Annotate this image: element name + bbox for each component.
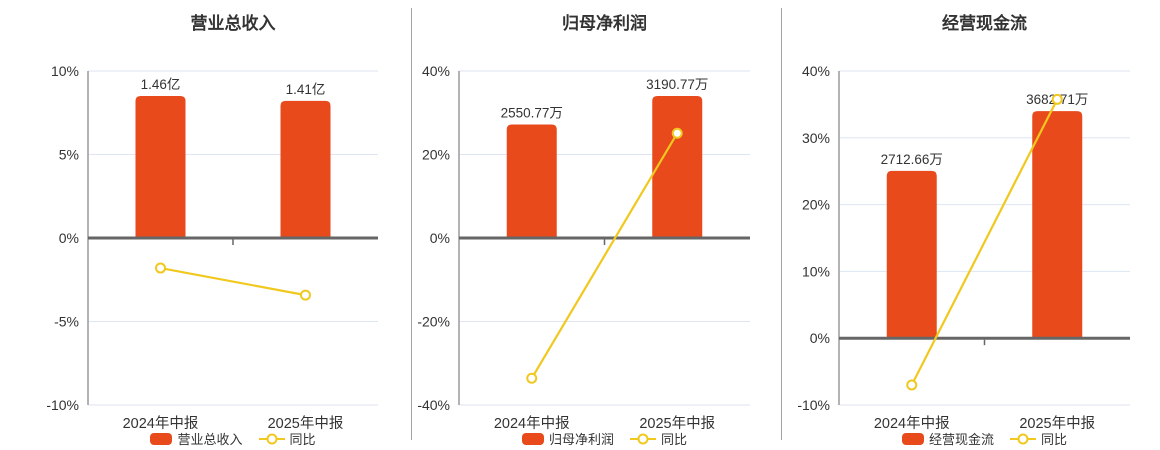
bar: [1032, 111, 1083, 339]
category-label: 2025年中报: [1019, 415, 1095, 432]
bar: [506, 124, 557, 238]
yoy-marker: [1051, 93, 1063, 105]
chart-panel-revenue: 营业总收入 10% 5% 0% -5% -10% 1.46亿 1.41亿 2024年中报 202…: [0, 0, 411, 450]
bar: [886, 170, 937, 339]
bar-value-label: 3190.77万: [646, 77, 708, 92]
y-tick-label: -5%: [54, 314, 79, 330]
y-tick-label: 40%: [422, 63, 450, 79]
chart-panel-net-profit: 归母净利润 40% 20% 0% -20% -40% 2550.77万 3190.77万 20…: [411, 0, 781, 450]
bar-value-label: 1.46亿: [141, 77, 181, 92]
legend-revenue: 营业总收入 同比: [88, 429, 378, 448]
line-legend-marker-icon: [1010, 433, 1036, 445]
y-tick-label: 5%: [59, 147, 79, 163]
chart-title-net-profit: 归母净利润: [562, 14, 647, 33]
yoy-line: [910, 98, 1059, 386]
bar-legend-swatch: [521, 432, 544, 445]
y-tick-label: 40%: [802, 63, 830, 79]
yoy-line: [530, 132, 679, 379]
line-legend-marker-icon: [258, 433, 285, 445]
y-tick-label: 0%: [430, 230, 450, 246]
y-tick-label: -40%: [417, 397, 450, 413]
bar-value-label: 1.41亿: [286, 82, 326, 97]
line-legend-label: 同比: [1041, 432, 1068, 447]
bar: [652, 96, 703, 238]
category-label: 2025年中报: [268, 415, 344, 432]
category-label: 2024年中报: [874, 415, 950, 432]
revenue-chart-canvas: 10% 5% 0% -5% -10% 1.46亿 1.41亿 2024年中报 2025年中报: [46, 63, 378, 432]
category-label: 2024年中报: [494, 415, 570, 432]
legend-net-profit: 归母净利润 同比: [459, 429, 750, 448]
bar-legend-swatch: [901, 432, 924, 445]
y-tick-label: 0%: [810, 330, 830, 346]
legend-cash-flow: 经营现金流 同比: [839, 429, 1130, 448]
line-legend-label: 同比: [289, 432, 316, 447]
cash-flow-chart-canvas: 40%30%20%10%0%-10%2712.66万3682.71万2024年中…: [797, 63, 1130, 432]
bar-legend-swatch: [150, 432, 173, 445]
bar-legend-label: 归母净利润: [548, 432, 614, 447]
chart-title-revenue: 营业总收入: [190, 14, 276, 33]
bar-legend-label: 经营现金流: [928, 432, 994, 447]
y-tick-label: 20%: [422, 147, 450, 163]
yoy-marker: [300, 289, 311, 301]
bar-legend-label: 营业总收入: [177, 432, 243, 447]
y-tick-label: -10%: [797, 397, 830, 413]
category-label: 2024年中报: [123, 415, 199, 432]
chart-panel-cash-flow: 经营现金流 40%30%20%10%0%-10%2712.66万3682.71万…: [781, 0, 1160, 450]
y-tick-label: 30%: [802, 130, 830, 146]
y-tick-label: -10%: [46, 397, 79, 413]
y-tick-label: 20%: [802, 197, 830, 213]
y-tick-label: 10%: [51, 63, 79, 79]
yoy-marker: [906, 379, 918, 391]
yoy-marker: [155, 262, 166, 274]
net-profit-chart-canvas: 40% 20% 0% -20% -40% 2550.77万 3190.77万 2024年中报 2…: [417, 63, 750, 432]
category-label: 2025年中报: [639, 415, 715, 432]
chart-title-cash-flow: 经营现金流: [942, 14, 1027, 33]
bar-value-label: 2712.66万: [881, 152, 943, 167]
bar-value-label: 2550.77万: [501, 106, 563, 121]
y-tick-label: 0%: [59, 230, 79, 246]
line-legend-label: 同比: [661, 432, 688, 447]
line-legend-marker-icon: [630, 433, 656, 445]
yoy-marker: [671, 127, 683, 139]
y-tick-label: -20%: [417, 314, 450, 330]
yoy-line: [160, 266, 306, 297]
bar: [135, 96, 186, 238]
yoy-marker: [526, 372, 538, 384]
bar: [280, 100, 331, 238]
y-tick-label: 10%: [802, 263, 830, 279]
